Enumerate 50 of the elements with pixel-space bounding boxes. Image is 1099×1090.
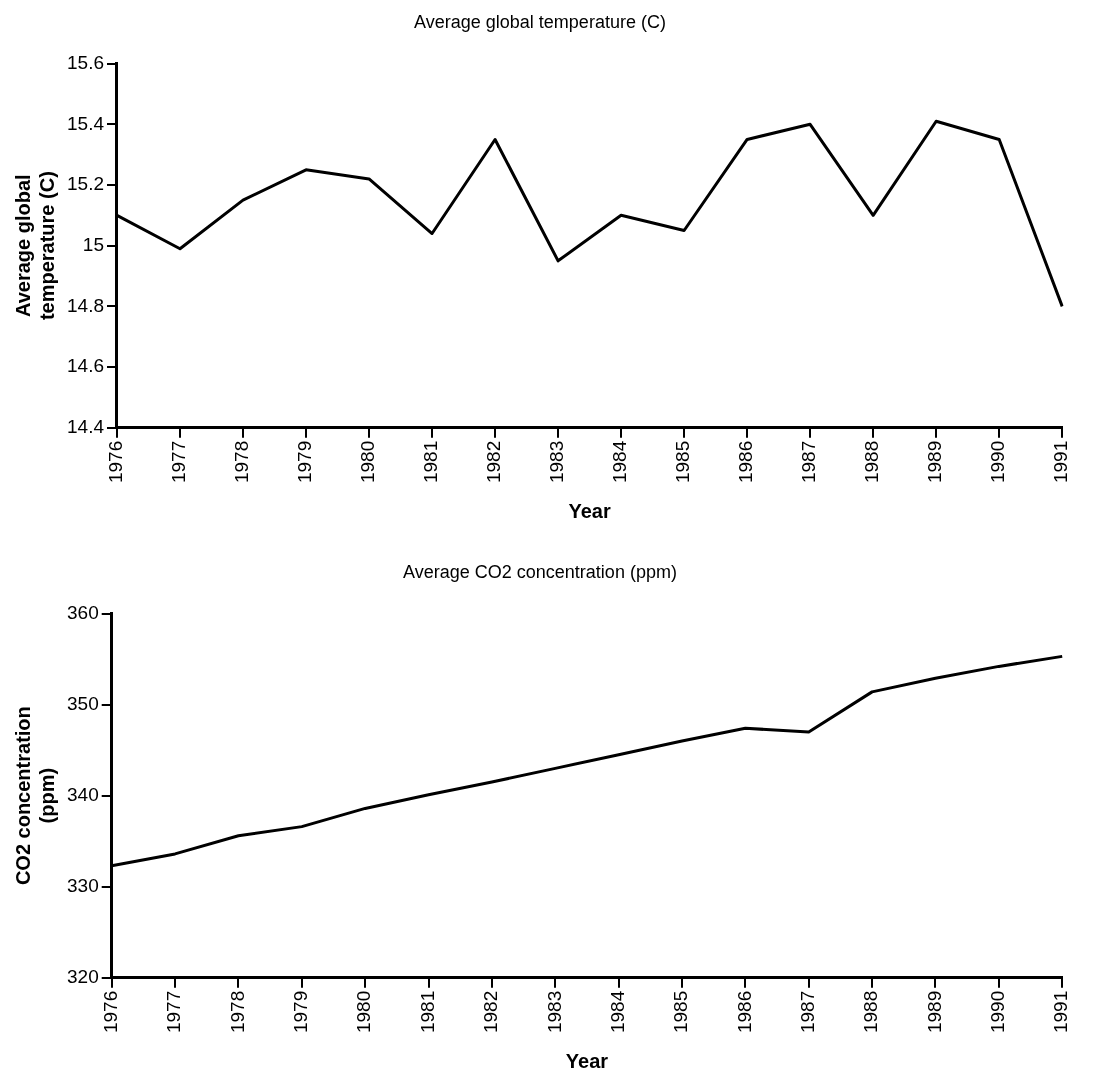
y-axis-title: Average global temperature (C)	[11, 171, 58, 321]
y-tick-label: 340	[67, 783, 99, 805]
x-tick-label: 1976	[105, 440, 127, 484]
x-axis-title: Year	[565, 1049, 609, 1072]
y-tick-label: 360	[67, 601, 99, 623]
x-tick-label: 1981	[416, 990, 438, 1034]
y-tick-label: 14.6	[67, 355, 104, 377]
x-tick-label: 1990	[987, 990, 1009, 1034]
x-tick-label: 1980	[353, 990, 375, 1034]
x-tick-label: 1985	[672, 440, 694, 484]
y-tick-label: 15	[82, 233, 104, 255]
x-tick-label: 1989	[924, 440, 946, 484]
x-tick-label: 1990	[987, 440, 1009, 484]
x-tick-label: 1977	[163, 990, 185, 1034]
x-tick-label: 1991	[1050, 990, 1072, 1034]
chart-title: Average global temperature (C)	[414, 11, 666, 32]
y-tick-label: 15.4	[67, 112, 105, 134]
x-tick-label: 1980	[357, 440, 379, 484]
x-tick-label: 1978	[231, 440, 253, 484]
x-tick-label: 1983	[546, 440, 568, 484]
x-tick-label: 1979	[294, 440, 316, 484]
y-tick-label: 320	[67, 965, 99, 987]
y-tick-label: 14.8	[67, 294, 104, 316]
x-tick-label: 1979	[290, 990, 312, 1034]
y-axis-title: CO2 concentration (ppm)	[11, 706, 58, 886]
x-tick-label: 1982	[483, 440, 505, 484]
x-tick-label: 1991	[1050, 440, 1072, 484]
x-axis-title: Year	[568, 499, 611, 522]
x-tick-label: 1987	[796, 990, 818, 1034]
x-tick-label: 1988	[861, 440, 883, 484]
x-tick-label: 1986	[733, 990, 755, 1034]
x-tick-label: 1987	[798, 440, 820, 484]
y-tick-label: 15.6	[67, 51, 104, 73]
y-tick-label: 14.4	[67, 415, 105, 437]
x-tick-label: 1988	[860, 990, 882, 1034]
x-tick-label: 1977	[168, 440, 190, 484]
x-tick-label: 1978	[226, 990, 248, 1034]
x-tick-label: 1976	[99, 990, 121, 1034]
y-tick-label: 330	[67, 874, 99, 896]
x-tick-label: 1985	[670, 990, 692, 1034]
x-tick-label: 1982	[480, 990, 502, 1034]
y-tick-label: 15.2	[67, 173, 104, 195]
x-tick-label: 1986	[735, 440, 757, 484]
x-tick-label: 1989	[923, 990, 945, 1034]
x-tick-label: 1984	[606, 990, 628, 1034]
y-tick-label: 350	[67, 692, 99, 714]
x-tick-label: 1984	[609, 440, 631, 484]
x-tick-label: 1981	[420, 440, 442, 484]
chart-title: Average CO2 concentration (ppm)	[403, 561, 677, 582]
x-tick-label: 1983	[543, 990, 565, 1034]
